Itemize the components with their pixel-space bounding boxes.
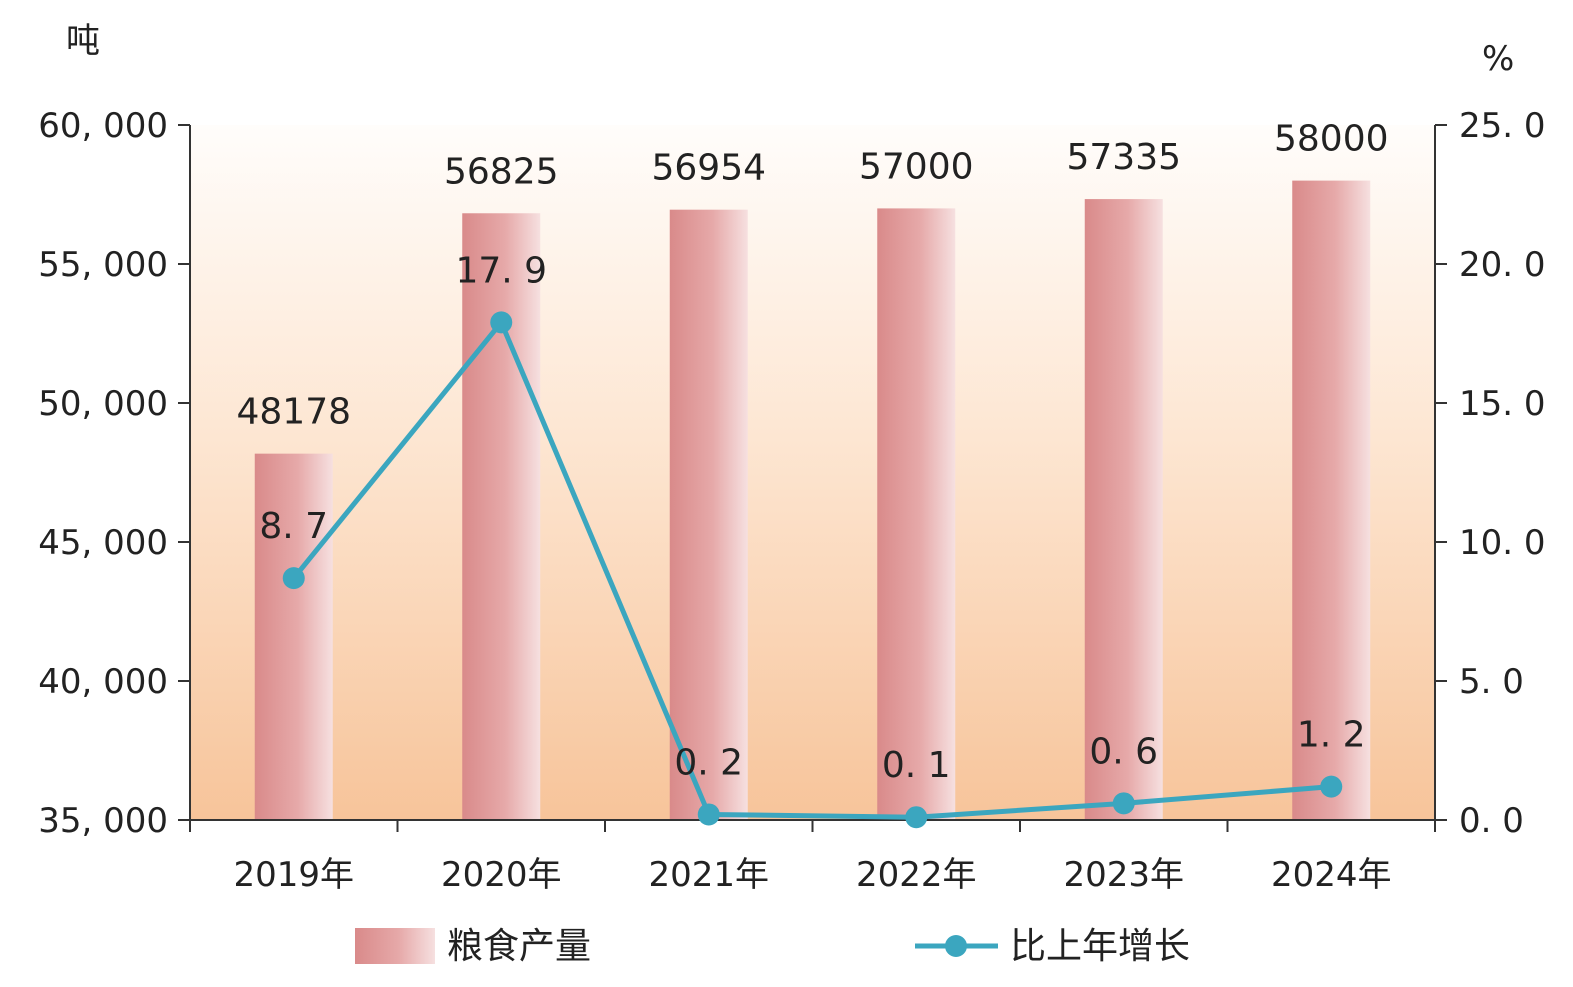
axes-layer: 35, 000 40, 000 45, 000 50, 000 55, 000 60, 0… bbox=[38, 21, 1545, 895]
bar-2024年 bbox=[1292, 180, 1371, 821]
bars-layer bbox=[254, 180, 1371, 821]
x-tick-label: 2023年 bbox=[1063, 855, 1184, 895]
line-layer bbox=[282, 311, 1343, 829]
y-right-tick-label: 0. 0 bbox=[1459, 801, 1524, 841]
labels-layer: 48178 56825 56954 57000 57335 58000 8. 7 17. 9 0… bbox=[236, 119, 1388, 787]
growth-point-2020年 bbox=[490, 311, 513, 334]
growth-value-label: 0. 6 bbox=[1089, 731, 1158, 772]
growth-point-2021年 bbox=[697, 803, 720, 826]
bar-value-label: 56825 bbox=[444, 151, 559, 192]
growth-value-label: 17. 9 bbox=[455, 250, 547, 291]
x-tick-label: 2022年 bbox=[856, 855, 977, 895]
growth-point-2019年 bbox=[282, 567, 305, 590]
growth-line bbox=[291, 319, 1332, 820]
legend: 粮食产量 比上年增长 bbox=[355, 926, 1190, 967]
y-right-tick-label: 20. 0 bbox=[1459, 245, 1546, 285]
bar-value-label: 58000 bbox=[1274, 119, 1389, 160]
growth-value-label: 0. 1 bbox=[882, 745, 951, 786]
bar-2019年 bbox=[254, 453, 333, 820]
growth-point-2023年 bbox=[1112, 792, 1135, 815]
x-tick-label: 2020年 bbox=[441, 855, 562, 895]
bar-2020年 bbox=[462, 213, 541, 820]
bar-value-label: 56954 bbox=[651, 148, 766, 189]
x-tick-label: 2024年 bbox=[1271, 855, 1392, 895]
bar-2023年 bbox=[1084, 199, 1163, 820]
bar-value-label: 48178 bbox=[236, 392, 351, 433]
y-left-tick-label: 40, 000 bbox=[38, 662, 168, 702]
legend-label-line: 比上年增长 bbox=[1010, 926, 1190, 967]
y-right-tick-label: 15. 0 bbox=[1459, 384, 1546, 424]
growth-point-2024年 bbox=[1320, 775, 1343, 798]
y-left-tick-label: 45, 000 bbox=[38, 523, 168, 563]
x-tick-label: 2021年 bbox=[648, 855, 769, 895]
y-left-tick-label: 55, 000 bbox=[38, 245, 168, 285]
growth-point-2022年 bbox=[905, 806, 928, 829]
bar-2021年 bbox=[669, 209, 748, 820]
x-tick-label: 2019年 bbox=[233, 855, 354, 895]
bar-2022年 bbox=[877, 208, 956, 820]
bar-value-label: 57335 bbox=[1066, 137, 1181, 178]
plot-background bbox=[190, 125, 1435, 820]
bar-value-label: 57000 bbox=[859, 146, 974, 187]
y-left-unit: 吨 bbox=[66, 21, 100, 61]
legend-label-bar: 粮食产量 bbox=[447, 926, 591, 967]
growth-value-label: 0. 2 bbox=[674, 742, 743, 783]
y-right-unit: % bbox=[1482, 39, 1514, 79]
y-right-tick-label: 25. 0 bbox=[1459, 106, 1546, 146]
growth-value-label: 8. 7 bbox=[259, 506, 328, 547]
legend-swatch-bar bbox=[355, 928, 435, 964]
y-right-tick-label: 10. 0 bbox=[1459, 523, 1546, 563]
y-left-tick-label: 35, 000 bbox=[38, 801, 168, 841]
legend-marker-line bbox=[945, 935, 967, 957]
growth-value-label: 1. 2 bbox=[1297, 715, 1366, 756]
y-left-tick-label: 60, 000 bbox=[38, 106, 168, 146]
y-left-tick-label: 50, 000 bbox=[38, 384, 168, 424]
y-right-tick-label: 5. 0 bbox=[1459, 662, 1524, 702]
